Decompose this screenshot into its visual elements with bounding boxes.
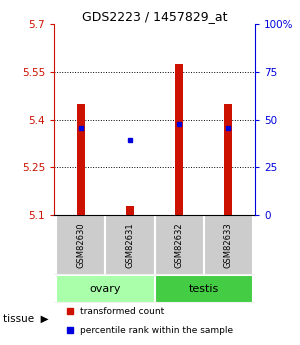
Bar	[76, 104, 85, 215]
Bar	[154, 215, 203, 275]
Bar	[203, 215, 253, 275]
Text: testis: testis	[188, 284, 219, 294]
Text: GSM82631: GSM82631	[125, 223, 134, 268]
Title: GDS2223 / 1457829_at: GDS2223 / 1457829_at	[82, 10, 227, 23]
Bar	[126, 206, 134, 215]
Bar	[154, 275, 253, 303]
Bar	[224, 104, 232, 215]
Text: GSM82633: GSM82633	[224, 223, 232, 268]
Bar	[106, 215, 154, 275]
Text: transformed count: transformed count	[80, 307, 164, 316]
Bar	[56, 275, 154, 303]
Bar	[175, 64, 183, 215]
Text: GSM82630: GSM82630	[76, 223, 85, 268]
Text: percentile rank within the sample: percentile rank within the sample	[80, 326, 233, 335]
Text: ovary: ovary	[90, 284, 121, 294]
Text: GSM82632: GSM82632	[175, 223, 184, 268]
Text: tissue  ▶: tissue ▶	[3, 314, 49, 324]
Bar	[56, 215, 106, 275]
